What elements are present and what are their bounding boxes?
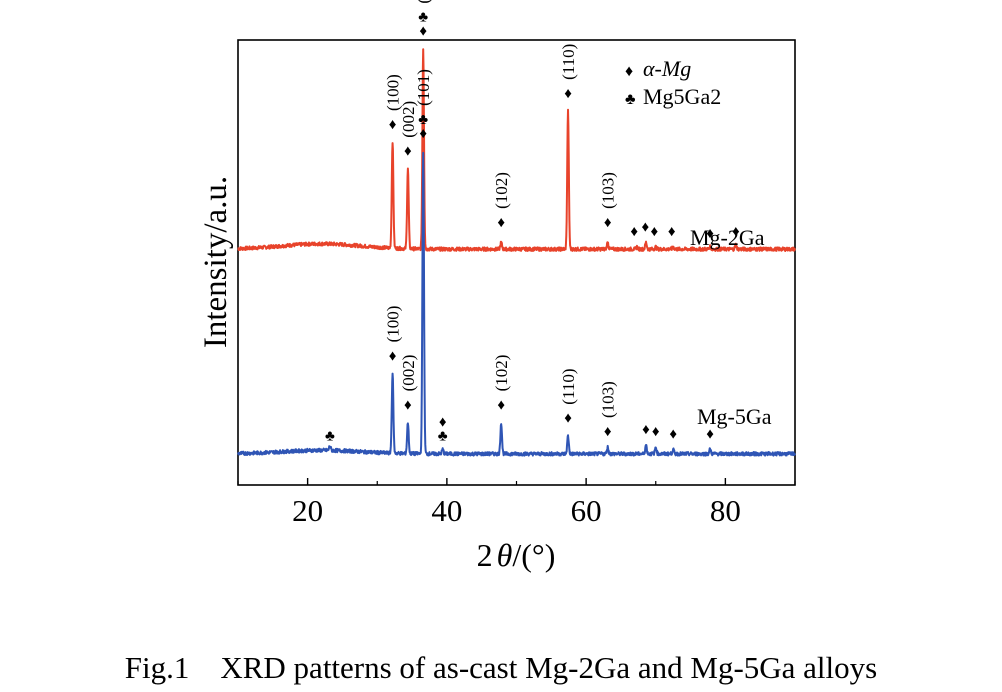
x-axis-label-prefix: 2 bbox=[477, 537, 493, 573]
miller-index-label: (102) bbox=[492, 172, 511, 209]
alpha-mg-marker: ♦ bbox=[419, 24, 427, 40]
alpha-mg-marker: ♦ bbox=[668, 224, 676, 240]
alpha-mg-marker: ♦ bbox=[564, 86, 572, 102]
legend-label-alpha-mg: α-Mg bbox=[643, 56, 691, 81]
figure-caption: Fig.1 XRD patterns of as-cast Mg-2Ga and… bbox=[124, 650, 878, 685]
mg5ga2-marker: ♣ bbox=[418, 112, 428, 128]
series-label-mg-2ga: Mg-2Ga bbox=[690, 225, 765, 250]
miller-index-label: (102) bbox=[492, 355, 511, 392]
legend-marker-mg5ga2: ♣ bbox=[625, 91, 636, 108]
alpha-mg-marker: ♦ bbox=[642, 422, 650, 438]
legend-label-mg5ga2: Mg5Ga2 bbox=[643, 84, 721, 109]
alpha-mg-marker: ♦ bbox=[669, 426, 677, 442]
legend-marker-alpha-mg: ♦ bbox=[625, 63, 633, 80]
x-tick-label: 40 bbox=[431, 493, 462, 528]
alpha-mg-marker: ♦ bbox=[706, 226, 714, 242]
plot-layer: 20406080♦(100)♦(002)♦♣(101)♦(102)♦(110)♦… bbox=[237, 0, 796, 528]
series-label-mg-5ga: Mg-5Ga bbox=[697, 404, 772, 429]
x-tick-label: 80 bbox=[710, 493, 741, 528]
alpha-mg-marker: ♦ bbox=[604, 424, 612, 440]
alpha-mg-marker: ♦ bbox=[497, 215, 505, 231]
miller-index-label: (101) bbox=[414, 0, 433, 4]
alpha-mg-marker: ♦ bbox=[404, 397, 412, 413]
y-axis-label: Intensity/a.u. bbox=[198, 176, 234, 348]
alpha-mg-marker: ♦ bbox=[564, 411, 572, 427]
miller-index-label: (110) bbox=[559, 44, 578, 80]
legend: ♦ α-Mg ♣ Mg5Ga2 bbox=[625, 56, 721, 109]
x-axis-label-suffix: /(°) bbox=[512, 537, 555, 573]
x-tick-label: 60 bbox=[571, 493, 602, 528]
miller-index-label: (002) bbox=[399, 101, 418, 138]
miller-index-label: (100) bbox=[384, 74, 403, 111]
series-line-mg-2ga bbox=[237, 48, 796, 252]
alpha-mg-marker: ♦ bbox=[652, 424, 660, 440]
alpha-mg-marker: ♦ bbox=[389, 117, 397, 133]
alpha-mg-marker: ♦ bbox=[404, 144, 412, 160]
alpha-mg-marker: ♦ bbox=[419, 126, 427, 142]
mg5ga2-marker: ♣ bbox=[418, 10, 428, 26]
alpha-mg-marker: ♦ bbox=[630, 224, 638, 240]
alpha-mg-marker: ♦ bbox=[651, 224, 659, 240]
alpha-mg-marker: ♦ bbox=[439, 415, 447, 431]
x-axis-label-theta: θ bbox=[497, 537, 513, 573]
alpha-mg-marker: ♦ bbox=[497, 397, 505, 413]
miller-index-label: (103) bbox=[599, 172, 618, 209]
miller-index-label: (100) bbox=[384, 306, 403, 343]
alpha-mg-marker: ♦ bbox=[389, 348, 397, 364]
alpha-mg-marker: ♦ bbox=[732, 224, 740, 240]
x-tick-label: 20 bbox=[292, 493, 323, 528]
mg5ga2-marker: ♣ bbox=[325, 429, 335, 445]
miller-index-label: (101) bbox=[414, 69, 433, 106]
series-line-mg-5ga bbox=[237, 151, 796, 457]
x-axis-label: 2 θ/(°) bbox=[477, 537, 556, 573]
alpha-mg-marker: ♦ bbox=[604, 215, 612, 231]
alpha-mg-marker: ♦ bbox=[641, 219, 649, 235]
alpha-mg-marker: ♦ bbox=[706, 426, 714, 442]
mg5ga2-marker: ♣ bbox=[438, 429, 448, 445]
miller-index-label: (002) bbox=[399, 355, 418, 392]
miller-index-label: (103) bbox=[599, 381, 618, 418]
miller-index-label: (110) bbox=[559, 368, 578, 404]
